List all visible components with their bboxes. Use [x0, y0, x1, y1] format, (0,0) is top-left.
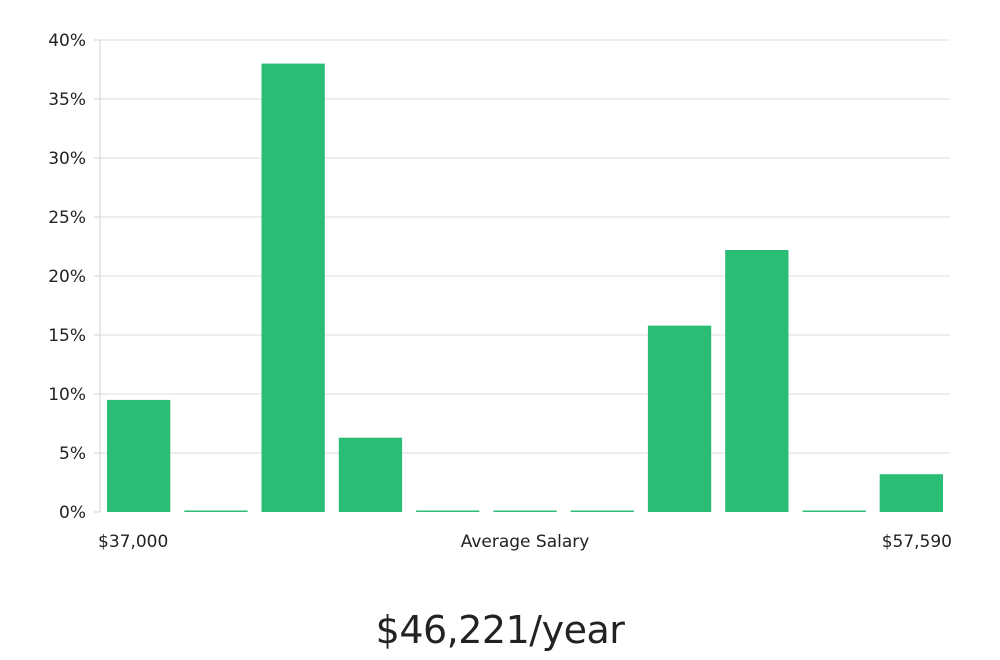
x-min-label: $37,000	[98, 532, 168, 552]
y-tick-label: 35%	[48, 90, 86, 110]
salary-histogram: 0% 5% 10% 15% 20% 25% 30% 35% 40% $37,000 Averag…	[48, 31, 952, 552]
x-axis-title: Average Salary	[461, 532, 590, 552]
y-tick-label: 30%	[48, 149, 86, 169]
y-tick-label: 15%	[48, 326, 86, 346]
histogram-bar	[493, 510, 557, 512]
y-tick-label: 25%	[48, 208, 86, 228]
histogram-bar	[184, 510, 248, 512]
histogram-bar	[725, 250, 789, 512]
y-tick-label: 0%	[59, 503, 86, 523]
y-tick-label: 20%	[48, 267, 86, 287]
bars	[107, 63, 943, 512]
histogram-bar	[647, 325, 712, 512]
histogram-bar	[879, 474, 943, 512]
histogram-bar	[107, 399, 171, 512]
histogram-bar	[570, 510, 634, 512]
y-tick-label: 5%	[59, 444, 86, 464]
y-tick-label: 10%	[48, 385, 86, 405]
y-axis: 0% 5% 10% 15% 20% 25% 30% 35% 40%	[48, 31, 101, 523]
y-tick-label: 40%	[48, 31, 86, 51]
gridlines	[100, 39, 950, 454]
x-max-label: $57,590	[882, 532, 952, 552]
histogram-bar	[416, 510, 480, 512]
average-salary-headline: $46,221/year	[375, 608, 625, 652]
histogram-bar	[261, 63, 325, 512]
histogram-bar	[802, 510, 866, 512]
histogram-bar	[338, 437, 403, 512]
